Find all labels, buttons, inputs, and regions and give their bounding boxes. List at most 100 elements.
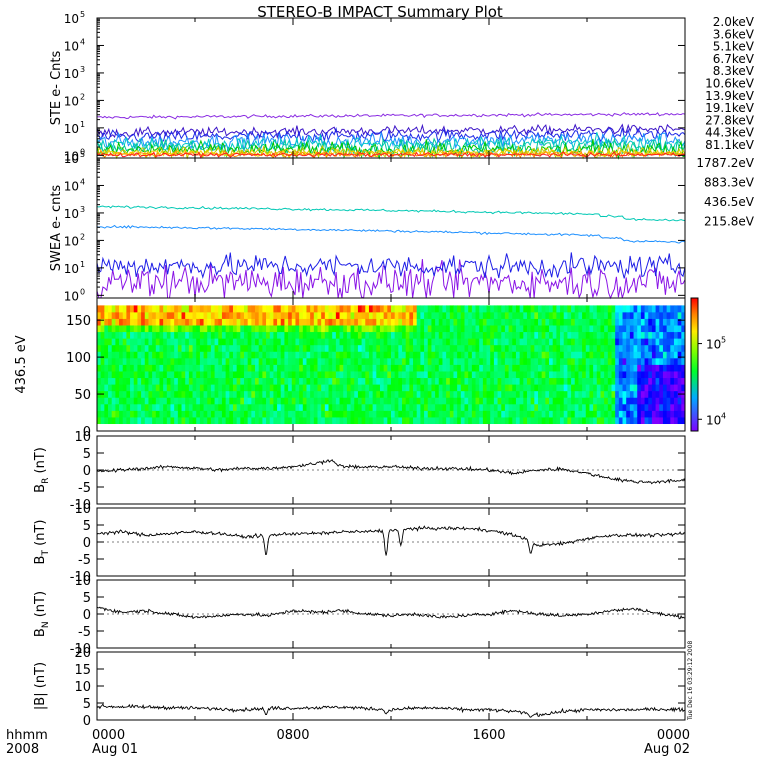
heatmap-cell [277,325,282,333]
heatmap-cell [361,384,366,392]
heatmap-cell [526,311,532,319]
heatmap-cell [611,357,616,365]
heatmap-cell [604,311,609,319]
heatmap-cell [280,377,285,385]
heatmap-cell [218,311,223,319]
heatmap-cell [207,344,212,352]
heatmap-cell [493,311,498,319]
heatmap-cell [255,357,260,365]
heatmap-cell [365,325,370,333]
heatmap-cell [468,344,473,352]
heatmap-cell [152,344,157,352]
heatmap-cell [155,371,160,379]
heatmap-cell [247,371,252,379]
heatmap-cell [288,377,293,385]
heatmap-cell [563,338,568,346]
y-tick-label: 15 [74,663,91,678]
plot-title: STEREO-B IMPACT Summary Plot [257,3,503,21]
heatmap-cell [582,377,587,385]
heatmap-cell [387,344,392,352]
heatmap-cell [354,318,359,326]
heatmap-cell [457,305,462,313]
heatmap-cell [398,311,403,319]
heatmap-cell [534,417,539,425]
heatmap-cell [416,311,421,319]
heatmap-cell [438,325,443,333]
heatmap-cell [155,325,160,333]
heatmap-cell [519,331,524,339]
heatmap-cell [479,371,484,379]
heatmap-cell [115,390,120,398]
heatmap-cell [343,410,348,418]
heatmap-cell [210,344,216,352]
heatmap-cell [413,397,418,405]
heatmap-cell [166,357,171,365]
heatmap-cell [152,371,157,379]
heatmap-cell [571,417,576,425]
heatmap-cell [424,410,429,418]
heatmap-cell [185,311,190,319]
heatmap-cell [269,377,274,385]
heatmap-cell [446,417,451,425]
heatmap-cell [556,351,561,359]
heatmap-cell [519,390,524,398]
heatmap-cell [596,377,601,385]
heatmap-cell [383,357,388,365]
heatmap-cell [615,403,620,411]
heatmap-cell [420,305,425,313]
heatmap-cell [648,364,653,372]
heatmap-cell [225,331,230,339]
heatmap-cell [321,338,326,346]
heatmap-cell [508,384,513,392]
heatmap-cell [405,344,410,352]
heatmap-cell [343,344,348,352]
y-tick-label: 10 [64,234,79,248]
heatmap-cell [512,338,517,346]
heatmap-cell [214,344,219,352]
heatmap-cell [299,325,304,333]
heatmap-cell [427,390,432,398]
heatmap-cell [497,397,502,405]
heatmap-cell [508,377,513,385]
heatmap-cell [339,384,344,392]
heatmap-cell [574,351,579,359]
heatmap-cell [504,318,509,326]
heatmap-cell [148,357,153,365]
heatmap-cell [170,331,175,339]
heatmap-cell [97,417,102,425]
heatmap-cell [493,305,498,313]
heatmap-cell [218,384,223,392]
heatmap-cell [578,311,583,319]
heatmap-cell [130,417,135,425]
heatmap-cell [199,417,204,425]
heatmap-cell [449,397,454,405]
heatmap-cell [453,417,458,425]
heatmap-cell [262,403,267,411]
heatmap-cell [137,390,142,398]
heatmap-cell [442,371,447,379]
heatmap-cell [141,417,146,425]
heatmap-cell [504,377,509,385]
heatmap-cell [97,371,102,379]
heatmap-cell [391,371,396,379]
heatmap-cell [391,384,396,392]
heatmap-cell [177,305,182,313]
heatmap-cell [152,417,157,425]
heatmap-cell [218,371,223,379]
heatmap-cell [420,390,425,398]
heatmap-cell [670,338,675,346]
heatmap-cell [365,364,370,372]
heatmap-cell [563,325,568,333]
heatmap-cell [214,351,219,359]
y-tick-label: 5 [83,697,91,712]
heatmap-cell [321,390,326,398]
heatmap-cell [402,311,407,319]
heatmap-cell [519,364,524,372]
heatmap-cell [133,305,138,313]
heatmap-cell [578,371,583,379]
heatmap-cell [578,331,583,339]
heatmap-cell [424,403,429,411]
heatmap-cell [677,338,682,346]
heatmap-cell [541,318,546,326]
heatmap-cell [126,384,131,392]
